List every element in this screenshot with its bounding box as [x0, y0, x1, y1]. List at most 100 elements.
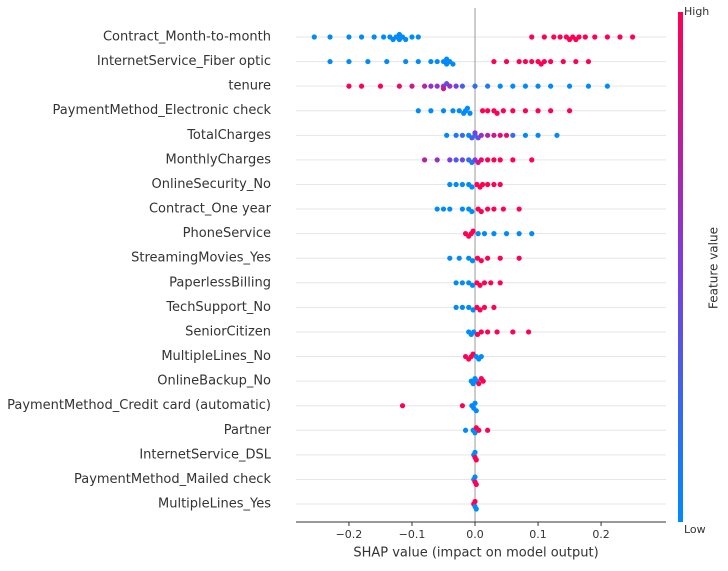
- x-tick-label: 0.1: [529, 528, 547, 541]
- shap-point: [447, 206, 453, 212]
- x-tick-label: 0.0: [466, 528, 484, 541]
- shap-point: [491, 58, 497, 65]
- shap-point: [466, 255, 472, 261]
- shap-point: [604, 83, 610, 89]
- shap-point: [485, 108, 491, 114]
- shap-point: [585, 58, 592, 65]
- colorbar-label: Feature value: [707, 227, 721, 309]
- shap-point: [510, 108, 516, 114]
- shap-point: [470, 228, 476, 234]
- colorbar-high: High: [684, 5, 709, 18]
- shap-point: [525, 329, 532, 335]
- shap-point: [459, 181, 466, 188]
- shap-point: [358, 34, 365, 40]
- shap-point: [473, 408, 479, 414]
- shap-point: [440, 108, 447, 114]
- x-tick-label: 0.2: [592, 528, 610, 541]
- shap-point: [510, 83, 516, 89]
- shap-point: [477, 282, 483, 288]
- shap-point: [491, 231, 497, 237]
- shap-point: [453, 181, 459, 188]
- shap-point: [447, 83, 453, 89]
- shap-point: [447, 181, 453, 188]
- feature-label: InternetService_Fiber optic: [97, 54, 271, 69]
- shap-point: [456, 108, 462, 114]
- shap-point: [497, 132, 503, 138]
- shap-point: [516, 231, 522, 237]
- shap-point: [450, 108, 456, 114]
- shap-point: [481, 304, 488, 310]
- shap-point: [421, 83, 428, 89]
- shap-point: [472, 498, 478, 505]
- shap-point: [415, 58, 421, 65]
- feature-label: MultipleLines_No: [161, 349, 271, 364]
- shap-point: [491, 304, 497, 310]
- shap-point: [497, 157, 503, 163]
- shap-point: [516, 206, 522, 212]
- shap-point: [479, 181, 486, 188]
- shap-point: [473, 457, 479, 463]
- shap-point: [434, 83, 440, 89]
- shap-point: [585, 83, 592, 89]
- shap-point: [510, 157, 516, 163]
- shap-point: [365, 58, 371, 65]
- shap-point: [535, 108, 541, 114]
- x-axis-label: SHAP value (impact on model output): [353, 546, 598, 561]
- shap-point: [472, 400, 478, 406]
- shap-point: [469, 208, 475, 215]
- shap-point: [629, 34, 636, 40]
- shap-point: [447, 255, 453, 261]
- shap-point: [617, 34, 623, 40]
- feature-label: SeniorCitizen: [185, 324, 271, 339]
- shap-point: [604, 34, 610, 40]
- shap-point: [516, 255, 522, 261]
- shap-point: [381, 34, 387, 40]
- shap-point: [529, 157, 535, 163]
- shap-point: [311, 34, 317, 40]
- shap-point: [346, 83, 352, 89]
- shap-point: [444, 132, 450, 138]
- feature-label: TechSupport_No: [165, 300, 271, 315]
- shap-point: [459, 304, 466, 310]
- shap-point: [346, 34, 352, 40]
- shap-point: [480, 378, 486, 384]
- shap-point: [481, 231, 488, 237]
- shap-point: [469, 184, 475, 190]
- feature-label: InternetService_DSL: [139, 447, 271, 462]
- shap-point: [497, 255, 503, 261]
- shap-point: [428, 83, 434, 89]
- shap-point: [551, 34, 557, 40]
- feature-label: StreamingMovies_Yes: [131, 251, 271, 266]
- shap-point: [434, 206, 440, 212]
- feature-label: PhoneService: [183, 226, 271, 241]
- x-tick-label: −0.2: [336, 528, 363, 541]
- shap-point: [396, 83, 402, 89]
- shap-point: [453, 83, 459, 89]
- shap-point: [503, 58, 510, 65]
- shap-point: [421, 157, 428, 163]
- shap-point: [428, 108, 434, 114]
- shap-point: [469, 258, 476, 264]
- shap-point: [409, 34, 415, 40]
- shap-point: [478, 353, 484, 360]
- shap-point: [510, 329, 516, 335]
- shap-point: [500, 206, 506, 212]
- feature-label: Contract_One year: [149, 202, 272, 217]
- shap-point: [409, 83, 415, 89]
- shap-point: [477, 307, 483, 313]
- shap-point: [447, 157, 453, 163]
- shap-point: [522, 58, 529, 65]
- shap-point: [415, 34, 421, 40]
- feature-label: PaymentMethod_Electronic check: [53, 103, 272, 118]
- shap-point: [470, 381, 476, 387]
- feature-label: PaymentMethod_Credit card (automatic): [7, 398, 271, 413]
- shap-point: [510, 132, 516, 138]
- shap-point: [541, 58, 547, 65]
- shap-point: [476, 381, 482, 387]
- shap-point: [548, 83, 554, 89]
- shap-point: [469, 282, 476, 288]
- shap-point: [497, 181, 503, 188]
- shap-point: [503, 132, 510, 138]
- shap-point: [478, 208, 484, 215]
- shap-point: [472, 83, 478, 89]
